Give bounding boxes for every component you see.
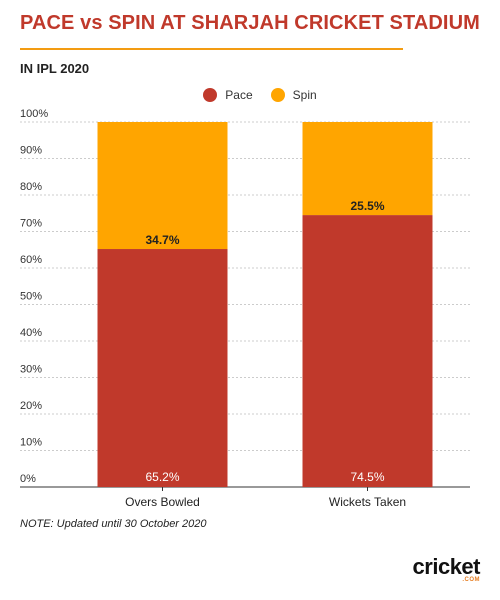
legend-item-spin: Spin	[270, 88, 317, 102]
chart-legend: Pace Spin	[0, 88, 500, 102]
bar-pace	[302, 215, 433, 487]
title-underline	[20, 48, 403, 50]
y-tick-label: 30%	[20, 364, 42, 376]
logo-suffix: .COM	[462, 577, 480, 583]
y-tick-label: 100%	[20, 108, 48, 120]
y-tick-label: 10%	[20, 437, 42, 449]
legend-swatch-spin	[270, 88, 285, 102]
y-tick-label: 0%	[20, 473, 36, 485]
x-category-label: Wickets Taken	[329, 495, 406, 509]
footnote: NOTE: Updated until 30 October 2020	[20, 518, 207, 530]
data-label-spin: 25.5%	[350, 199, 384, 213]
y-tick-label: 60%	[20, 254, 42, 266]
cricket-com-logo: cricket .COM	[412, 554, 481, 584]
y-tick-label: 70%	[20, 218, 42, 230]
y-tick-label: 90%	[20, 145, 42, 157]
legend-label-pace: Pace	[225, 88, 253, 102]
data-label-pace: 74.5%	[350, 470, 384, 484]
chart-title: PACE vs SPIN AT SHARJAH CRICKET STADIUM	[20, 12, 480, 34]
chart-subtitle: IN IPL 2020	[20, 61, 90, 76]
bar-spin	[302, 122, 433, 216]
logo-wordmark: cricket	[412, 554, 481, 579]
bar-spin	[97, 122, 228, 250]
data-label-pace: 65.2%	[145, 470, 179, 484]
x-category-label: Overs Bowled	[125, 495, 200, 509]
y-tick-label: 20%	[20, 400, 42, 412]
legend-swatch-pace	[203, 88, 218, 102]
y-tick-label: 80%	[20, 181, 42, 193]
y-tick-label: 50%	[20, 291, 42, 303]
bar-pace	[97, 249, 228, 487]
data-label-spin: 34.7%	[145, 233, 179, 247]
y-tick-label: 40%	[20, 327, 42, 339]
legend-label-spin: Spin	[292, 88, 317, 102]
legend-item-pace: Pace	[203, 88, 253, 102]
